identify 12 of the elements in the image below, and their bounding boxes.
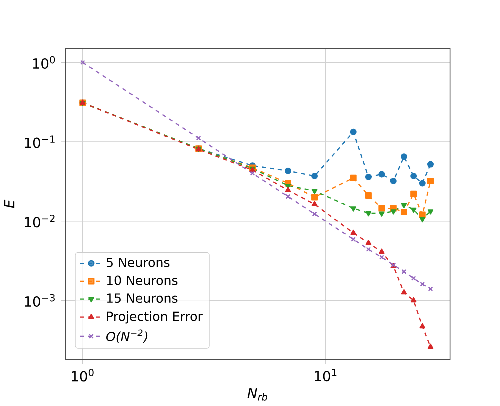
legend-label: O(N$^{−2}$)	[106, 329, 148, 343]
y-tick-label: 10$^{−3}$	[25, 294, 55, 307]
y-tick-label: 10$^{0}$	[33, 56, 56, 69]
legend-label: 10 Neurons	[107, 276, 178, 286]
x-axis-title: N$_{rb}$	[248, 388, 268, 401]
y-axis-title: E	[4, 200, 15, 208]
x-tick-label: 10$^{1}$	[315, 368, 337, 382]
y-tick-label: 10$^{−2}$	[25, 214, 55, 228]
legend-label: 5 Neurons	[106, 258, 170, 268]
legend-label: Projection Error	[107, 311, 203, 324]
legend-label: 15 Neurons	[107, 294, 178, 303]
y-tick-label: 10$^{−1}$	[25, 135, 55, 148]
